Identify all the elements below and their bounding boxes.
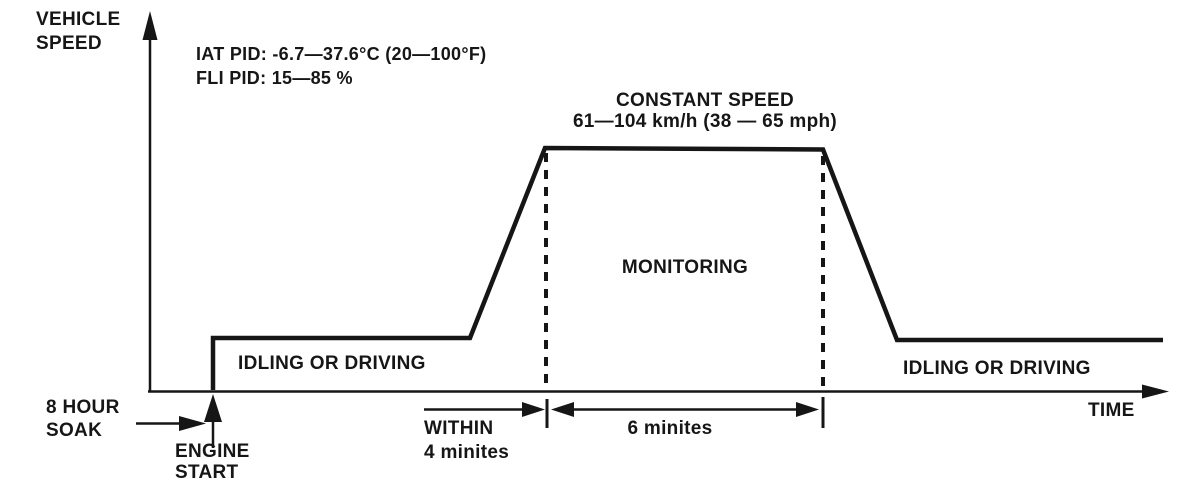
fli-pid-condition: FLI PID: 15—85 % (196, 68, 353, 88)
engine-start-label-line2: START (175, 462, 239, 483)
x-axis-label: TIME (1088, 400, 1135, 421)
engine-start-label-line1: ENGINE (175, 441, 250, 462)
monitoring-label: MONITORING (621, 257, 749, 278)
pid-conditions: IAT PID: -6.7—37.6°C (20—100°F) FLI PID:… (196, 42, 486, 90)
within-label-line2: 4 minites (424, 442, 510, 463)
constant-speed-range: 61—104 km/h (38 — 65 mph) (572, 111, 838, 132)
y-axis-label-line2: SPEED (36, 33, 102, 54)
duration-6-minutes-label: 6 minites (627, 418, 713, 439)
duration-arrowhead-right-icon (796, 402, 819, 417)
constant-speed-title: CONSTANT SPEED (615, 90, 795, 111)
idling-or-driving-left-label: IDLING OR DRIVING (238, 353, 426, 374)
duration-arrowhead-left-icon (551, 402, 574, 417)
y-axis-arrowhead-icon (142, 11, 158, 40)
y-axis-label-line1: VEHICLE (36, 9, 121, 30)
within-4-minutes-label: WITHIN 4 minites (424, 417, 509, 465)
engine-start-label: ENGINE START (175, 441, 250, 483)
iat-pid-condition: IAT PID: -6.7—37.6°C (20—100°F) (196, 44, 487, 64)
soak-label-line2: SOAK (46, 420, 103, 441)
constant-speed-label: CONSTANT SPEED 61—104 km/h (38 — 65 mph) (540, 90, 870, 132)
speed-trace (210, 145, 1163, 390)
soak-label: 8 HOUR SOAK (46, 396, 120, 442)
within-label-line1: WITHIN (424, 418, 494, 439)
soak-label-line1: 8 HOUR (46, 397, 120, 418)
y-axis-label: VEHICLE SPEED (36, 8, 120, 56)
x-axis-arrowhead-icon (1142, 384, 1169, 399)
within-arrowhead-icon (522, 402, 545, 417)
soak-arrowhead-icon (179, 416, 206, 431)
idling-or-driving-right-label: IDLING OR DRIVING (903, 358, 1091, 379)
engine-start-arrowhead-icon (204, 394, 222, 422)
